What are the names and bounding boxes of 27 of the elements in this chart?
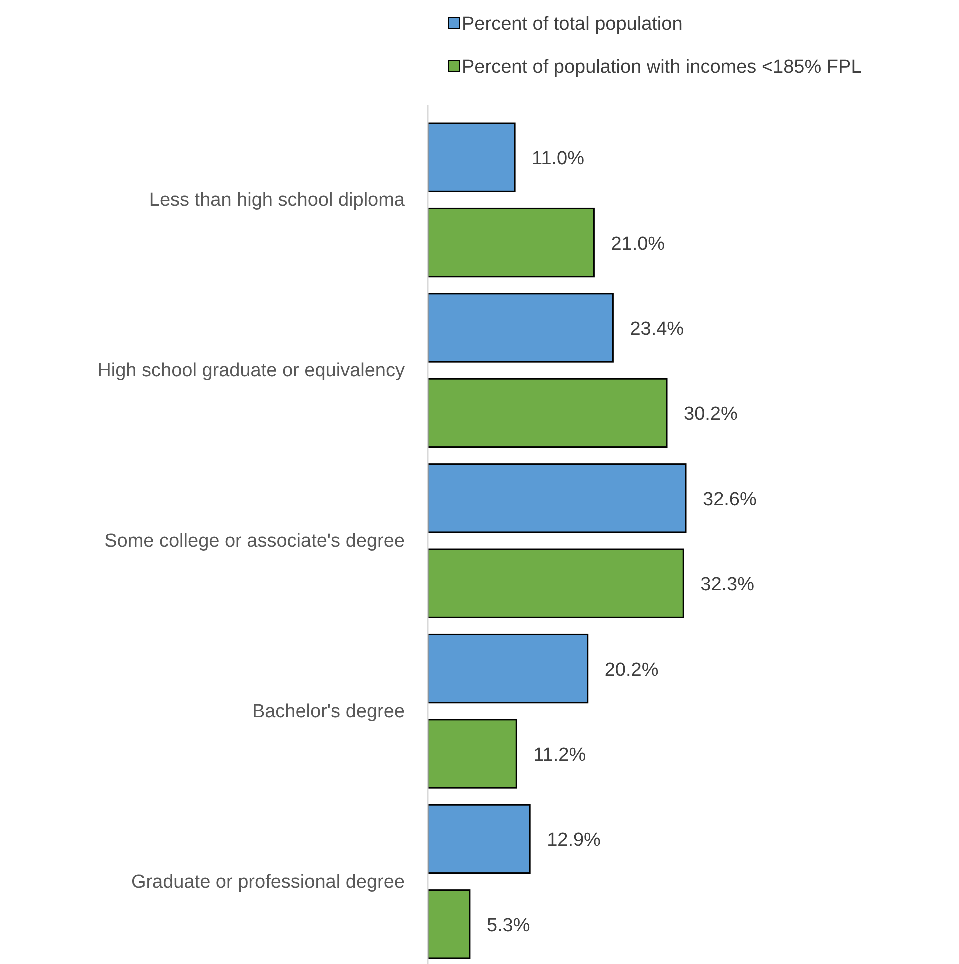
data-label: 12.9% xyxy=(547,830,602,852)
bar xyxy=(427,293,614,363)
data-label: 11.0% xyxy=(532,148,585,170)
data-label: 20.2% xyxy=(604,660,659,681)
data-label: 32.6% xyxy=(703,489,757,510)
bar xyxy=(427,890,471,960)
data-label: 5.3% xyxy=(486,915,530,936)
bar xyxy=(427,464,687,534)
legend-label: Percent of total population xyxy=(462,14,683,35)
data-label: 23.4% xyxy=(630,319,684,340)
y-tick-label: High school graduate or equivalency xyxy=(98,360,406,382)
bar xyxy=(427,208,595,278)
data-label: 30.2% xyxy=(684,404,738,426)
bar xyxy=(427,719,518,789)
y-tick-label: Graduate or professional degree xyxy=(131,872,405,893)
y-tick-label: Some college or associate's degree xyxy=(104,531,405,552)
y-tick-label: Bachelor's degree xyxy=(252,701,405,722)
y-tick-label: Less than high school diploma xyxy=(149,190,406,212)
legend-label: Percent of population with incomes <185% FPL xyxy=(462,57,862,78)
bar xyxy=(427,548,684,618)
bar xyxy=(427,634,589,704)
bar xyxy=(427,378,668,448)
data-label: 21.0% xyxy=(611,234,666,255)
bar xyxy=(427,122,516,192)
bar xyxy=(427,804,531,874)
data-label: 11.2% xyxy=(534,745,586,766)
data-label: 32.3% xyxy=(700,574,755,596)
